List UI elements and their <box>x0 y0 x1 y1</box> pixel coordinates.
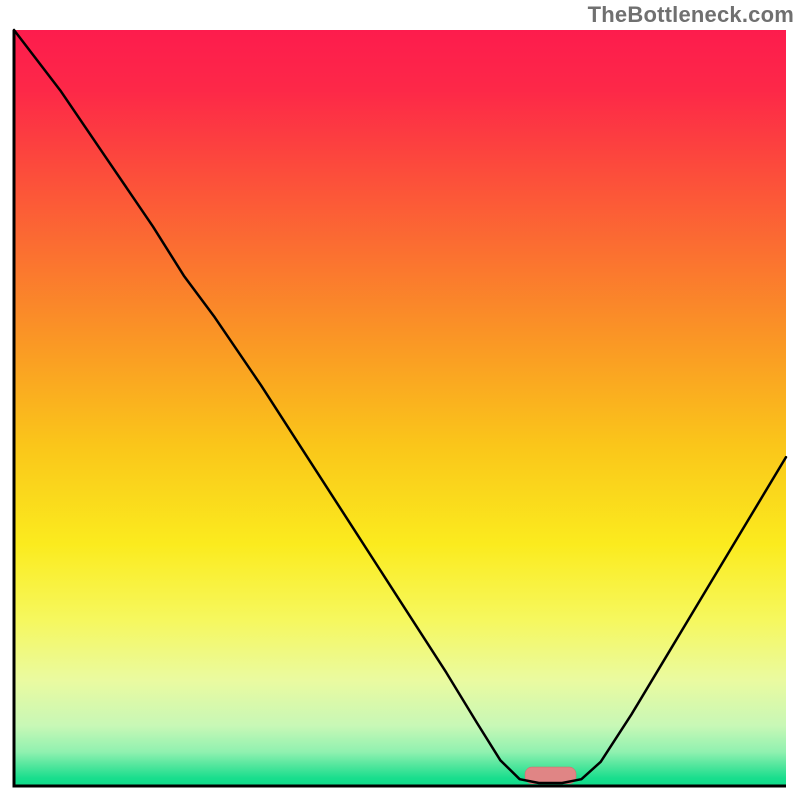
plot-area <box>0 0 800 800</box>
chart-frame: TheBottleneck.com <box>0 0 800 800</box>
gradient-background <box>14 30 786 786</box>
bottleneck-chart <box>0 0 800 800</box>
